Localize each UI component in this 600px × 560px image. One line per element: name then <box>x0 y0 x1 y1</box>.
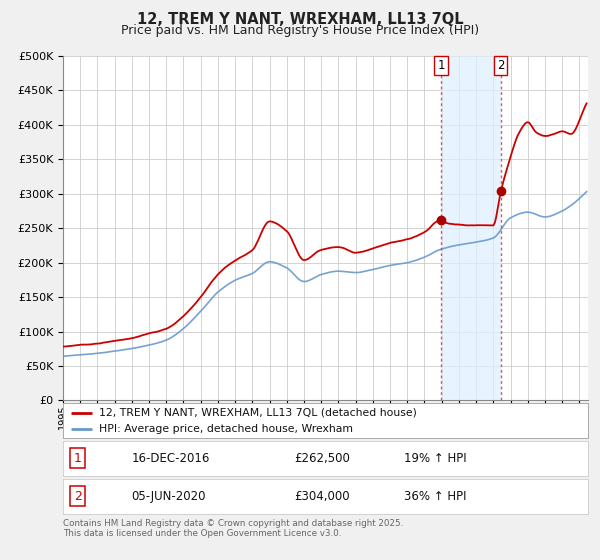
Text: £304,000: £304,000 <box>294 490 350 503</box>
Text: 1: 1 <box>74 452 82 465</box>
Bar <box>441 56 501 400</box>
Text: 36% ↑ HPI: 36% ↑ HPI <box>404 490 467 503</box>
Text: 05-JUN-2020: 05-JUN-2020 <box>131 490 206 503</box>
Text: Contains HM Land Registry data © Crown copyright and database right 2025.
This d: Contains HM Land Registry data © Crown c… <box>63 519 403 538</box>
Text: £262,500: £262,500 <box>294 452 350 465</box>
Text: 2: 2 <box>74 490 82 503</box>
Text: HPI: Average price, detached house, Wrexham: HPI: Average price, detached house, Wrex… <box>98 424 353 434</box>
Text: 19% ↑ HPI: 19% ↑ HPI <box>404 452 467 465</box>
Text: 12, TREM Y NANT, WREXHAM, LL13 7QL: 12, TREM Y NANT, WREXHAM, LL13 7QL <box>137 12 463 27</box>
Text: 1: 1 <box>437 59 445 72</box>
Text: 16-DEC-2016: 16-DEC-2016 <box>131 452 209 465</box>
Text: 2: 2 <box>497 59 505 72</box>
Text: Price paid vs. HM Land Registry's House Price Index (HPI): Price paid vs. HM Land Registry's House … <box>121 24 479 36</box>
Text: 12, TREM Y NANT, WREXHAM, LL13 7QL (detached house): 12, TREM Y NANT, WREXHAM, LL13 7QL (deta… <box>98 408 416 418</box>
